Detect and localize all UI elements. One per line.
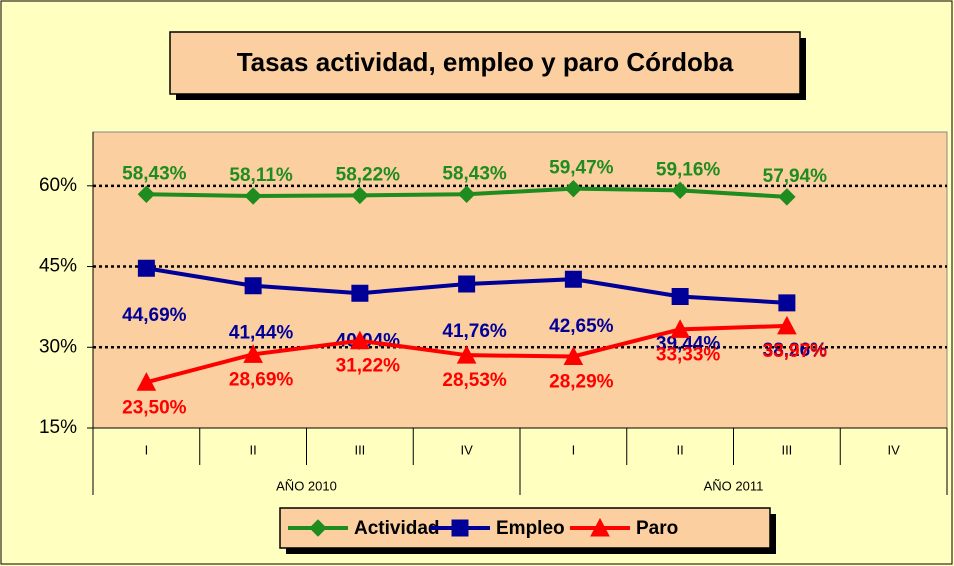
- legend-marker: [590, 517, 610, 537]
- x-tick-label: I: [572, 442, 576, 457]
- marker: [137, 185, 156, 203]
- data-label: 42,65%: [549, 316, 614, 337]
- x-tick-label: IV: [460, 442, 473, 457]
- data-label: 38,26%: [763, 340, 828, 361]
- marker: [563, 346, 584, 365]
- marker: [778, 294, 796, 312]
- x-tick-label: II: [250, 442, 257, 457]
- marker: [351, 186, 369, 205]
- data-label: 44,69%: [122, 305, 187, 326]
- y-tick-label: 45%: [39, 256, 77, 277]
- marker: [564, 270, 582, 288]
- marker: [778, 188, 796, 206]
- x-tick-label: II: [677, 442, 684, 457]
- marker: [137, 259, 155, 277]
- legend-label: Empleo: [496, 518, 565, 539]
- data-label: 31,22%: [336, 356, 401, 377]
- data-label: 58,43%: [122, 163, 187, 184]
- marker: [243, 344, 263, 363]
- y-tick-label: 15%: [39, 417, 77, 438]
- marker: [457, 185, 476, 203]
- x-tick-label: IV: [887, 442, 900, 457]
- marker: [244, 277, 262, 295]
- data-label: 33,97%: [763, 341, 828, 362]
- data-label: 23,50%: [122, 397, 187, 418]
- y-tick-label: 30%: [39, 336, 77, 357]
- x-group-label: AÑO 2011: [704, 478, 764, 493]
- data-label: 41,44%: [229, 323, 294, 344]
- legend-marker: [451, 519, 469, 537]
- marker: [136, 372, 157, 391]
- data-label: 59,47%: [549, 158, 614, 179]
- marker: [351, 284, 369, 302]
- marker: [350, 330, 370, 350]
- marker: [670, 319, 690, 338]
- data-label: 28,29%: [549, 371, 614, 392]
- legend-marker: [309, 519, 327, 537]
- data-label: 28,69%: [229, 369, 294, 390]
- data-label: 59,16%: [656, 159, 721, 180]
- marker: [671, 287, 689, 305]
- marker: [456, 345, 477, 364]
- data-label: 39,44%: [656, 333, 721, 354]
- marker: [777, 315, 797, 335]
- x-group-label: AÑO 2010: [276, 478, 337, 493]
- x-tick-label: I: [145, 442, 149, 457]
- data-label: 58,43%: [442, 163, 507, 184]
- data-label: 41,76%: [442, 321, 507, 342]
- data-label: 33,33%: [656, 344, 721, 365]
- marker: [671, 181, 689, 200]
- x-tick-label: III: [354, 442, 365, 457]
- legend-label: Actividad: [354, 518, 440, 539]
- marker: [564, 179, 583, 198]
- title-box: [169, 31, 801, 95]
- chart-title: Tasas actividad, empleo y paro Córdoba: [237, 47, 734, 77]
- legend-box: [279, 507, 771, 549]
- data-label: 58,11%: [229, 165, 292, 186]
- data-label: 57,94%: [763, 166, 828, 187]
- data-label: 28,53%: [442, 370, 507, 391]
- y-tick-label: 60%: [39, 175, 77, 196]
- legend-label: Paro: [636, 518, 678, 539]
- x-tick-label: III: [781, 442, 792, 457]
- marker: [458, 275, 476, 293]
- data-label: 58,22%: [336, 164, 401, 185]
- marker: [244, 187, 262, 205]
